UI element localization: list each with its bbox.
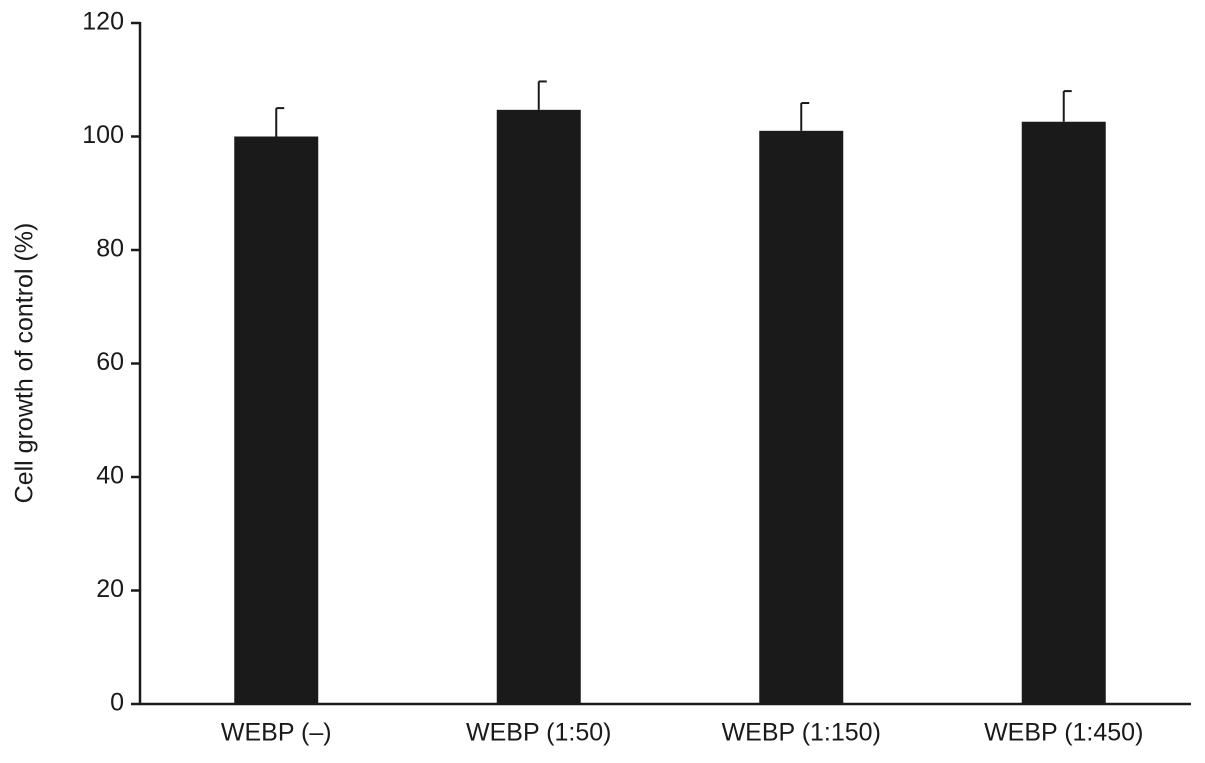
- bar: [496, 109, 581, 704]
- y-tick-label: 20: [96, 575, 124, 603]
- x-tick-label: WEBP (1:150): [722, 719, 881, 747]
- x-tick-label: WEBP (1:450): [984, 719, 1143, 747]
- y-tick-label: 40: [96, 462, 124, 490]
- y-tick-label: 100: [82, 121, 124, 149]
- x-tick-label: WEBP (1:50): [466, 719, 611, 747]
- y-tick-label: 0: [110, 689, 124, 717]
- bar: [1021, 121, 1106, 705]
- bar: [759, 130, 844, 704]
- y-tick-label: 60: [96, 348, 124, 376]
- bar: [234, 136, 319, 704]
- y-axis-label: Cell growth of control (%): [11, 223, 39, 504]
- y-tick-label: 120: [82, 8, 124, 36]
- x-tick-label: WEBP (–): [221, 719, 332, 747]
- y-tick-label: 80: [96, 235, 124, 263]
